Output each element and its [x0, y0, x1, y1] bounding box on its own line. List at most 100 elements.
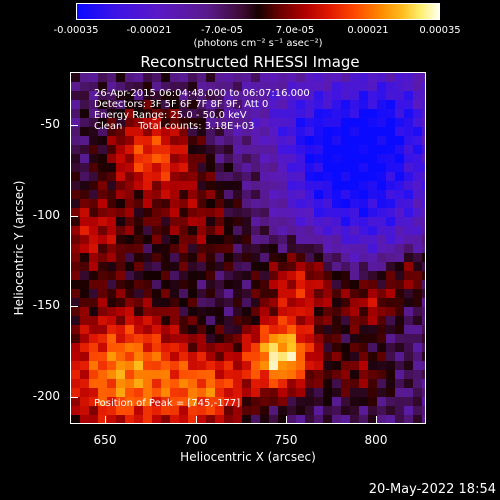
- image-pixel: [287, 82, 296, 91]
- image-pixel: [368, 235, 377, 244]
- image-pixel: [314, 91, 323, 100]
- image-pixel: [107, 379, 116, 388]
- image-pixel: [287, 280, 296, 289]
- image-pixel: [359, 172, 368, 181]
- image-pixel: [251, 388, 260, 397]
- image-pixel: [395, 334, 404, 343]
- image-pixel: [143, 316, 152, 325]
- image-pixel: [179, 181, 188, 190]
- peak-position-label: Position of Peak = [745,-177]: [94, 398, 241, 409]
- image-pixel: [152, 379, 161, 388]
- image-pixel: [215, 244, 224, 253]
- image-pixel: [188, 271, 197, 280]
- image-pixel: [269, 388, 278, 397]
- x-tick-label: 700: [184, 433, 208, 447]
- image-pixel: [143, 397, 152, 406]
- image-pixel: [215, 136, 224, 145]
- image-pixel: [134, 73, 143, 82]
- image-pixel: [332, 82, 341, 91]
- image-pixel: [197, 190, 206, 199]
- image-pixel: [368, 145, 377, 154]
- image-pixel: [377, 118, 386, 127]
- image-pixel: [116, 190, 125, 199]
- image-pixel: [143, 298, 152, 307]
- image-pixel: [233, 262, 242, 271]
- image-pixel: [98, 172, 107, 181]
- image-pixel: [134, 361, 143, 370]
- image-pixel: [269, 226, 278, 235]
- image-pixel: [89, 397, 98, 406]
- image-pixel: [179, 199, 188, 208]
- image-pixel: [179, 208, 188, 217]
- image-pixel: [404, 262, 413, 271]
- image-pixel: [188, 397, 197, 406]
- image-pixel: [314, 244, 323, 253]
- image-pixel: [278, 118, 287, 127]
- image-pixel: [98, 136, 107, 145]
- image-pixel: [359, 82, 368, 91]
- image-pixel: [188, 307, 197, 316]
- image-pixel: [278, 316, 287, 325]
- image-pixel: [314, 379, 323, 388]
- image-pixel: [251, 136, 260, 145]
- image-pixel: [368, 208, 377, 217]
- image-pixel: [404, 316, 413, 325]
- image-pixel: [332, 190, 341, 199]
- image-pixel: [260, 415, 269, 423]
- image-pixel: [116, 370, 125, 379]
- image-pixel: [71, 145, 80, 154]
- image-pixel: [386, 262, 395, 271]
- image-pixel: [143, 361, 152, 370]
- image-pixel: [269, 289, 278, 298]
- image-pixel: [296, 73, 305, 82]
- image-pixel: [161, 172, 170, 181]
- image-pixel: [386, 388, 395, 397]
- image-pixel: [251, 352, 260, 361]
- image-pixel: [323, 109, 332, 118]
- image-pixel: [215, 82, 224, 91]
- image-pixel: [314, 226, 323, 235]
- image-pixel: [125, 172, 134, 181]
- image-pixel: [305, 244, 314, 253]
- image-pixel: [377, 181, 386, 190]
- image-pixel: [296, 271, 305, 280]
- image-pixel: [404, 280, 413, 289]
- image-pixel: [80, 190, 89, 199]
- image-pixel: [386, 199, 395, 208]
- image-pixel: [287, 253, 296, 262]
- image-pixel: [278, 73, 287, 82]
- image-pixel: [107, 307, 116, 316]
- image-pixel: [125, 226, 134, 235]
- image-pixel: [377, 406, 386, 415]
- image-pixel: [341, 379, 350, 388]
- image-pixel: [170, 316, 179, 325]
- image-pixel: [242, 289, 251, 298]
- image-pixel: [170, 271, 179, 280]
- y-tick-label: -150: [32, 298, 60, 312]
- image-pixel: [206, 253, 215, 262]
- image-pixel: [368, 325, 377, 334]
- image-pixel: [116, 289, 125, 298]
- image-pixel: [161, 298, 170, 307]
- image-pixel: [116, 280, 125, 289]
- image-pixel: [359, 154, 368, 163]
- image-pixel: [269, 343, 278, 352]
- image-pixel: [323, 145, 332, 154]
- image-pixel: [296, 415, 305, 423]
- image-pixel: [359, 181, 368, 190]
- image-pixel: [305, 280, 314, 289]
- image-pixel: [80, 316, 89, 325]
- image-pixel: [215, 127, 224, 136]
- image-pixel: [143, 325, 152, 334]
- image-pixel: [332, 91, 341, 100]
- image-pixel: [305, 163, 314, 172]
- image-pixel: [296, 244, 305, 253]
- image-pixel: [233, 325, 242, 334]
- image-pixel: [98, 235, 107, 244]
- image-pixel: [242, 343, 251, 352]
- image-pixel: [224, 172, 233, 181]
- image-pixel: [386, 163, 395, 172]
- image-pixel: [134, 307, 143, 316]
- image-pixel: [134, 253, 143, 262]
- image-pixel: [98, 298, 107, 307]
